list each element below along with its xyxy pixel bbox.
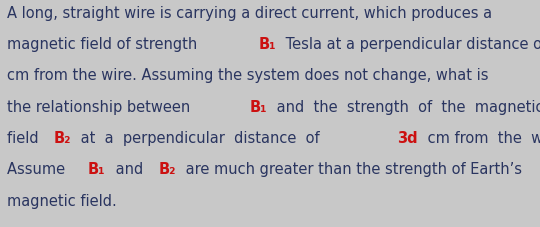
- Text: B₂: B₂: [54, 131, 71, 146]
- Text: Assume: Assume: [7, 162, 70, 177]
- Text: cm from  the  wire?: cm from the wire?: [423, 131, 540, 146]
- Text: B₁: B₁: [249, 100, 267, 115]
- Text: the relationship between: the relationship between: [7, 100, 195, 115]
- Text: are much greater than the strength of Earth’s: are much greater than the strength of Ea…: [181, 162, 522, 177]
- Text: A long, straight wire is carrying a direct current, which produces a: A long, straight wire is carrying a dire…: [7, 6, 492, 21]
- Text: 3d: 3d: [397, 131, 417, 146]
- Text: field: field: [7, 131, 43, 146]
- Text: magnetic field of strength: magnetic field of strength: [7, 37, 202, 52]
- Text: magnetic field.: magnetic field.: [7, 194, 117, 209]
- Text: and: and: [111, 162, 147, 177]
- Text: B₂: B₂: [158, 162, 176, 177]
- Text: B₁: B₁: [259, 37, 276, 52]
- Text: B₁: B₁: [88, 162, 106, 177]
- Text: Tesla at a perpendicular distance of: Tesla at a perpendicular distance of: [281, 37, 540, 52]
- Text: cm from the wire. Assuming the system does not change, what is: cm from the wire. Assuming the system do…: [7, 68, 489, 83]
- Text: and  the  strength  of  the  magnetic: and the strength of the magnetic: [272, 100, 540, 115]
- Text: at  a  perpendicular  distance  of: at a perpendicular distance of: [76, 131, 325, 146]
